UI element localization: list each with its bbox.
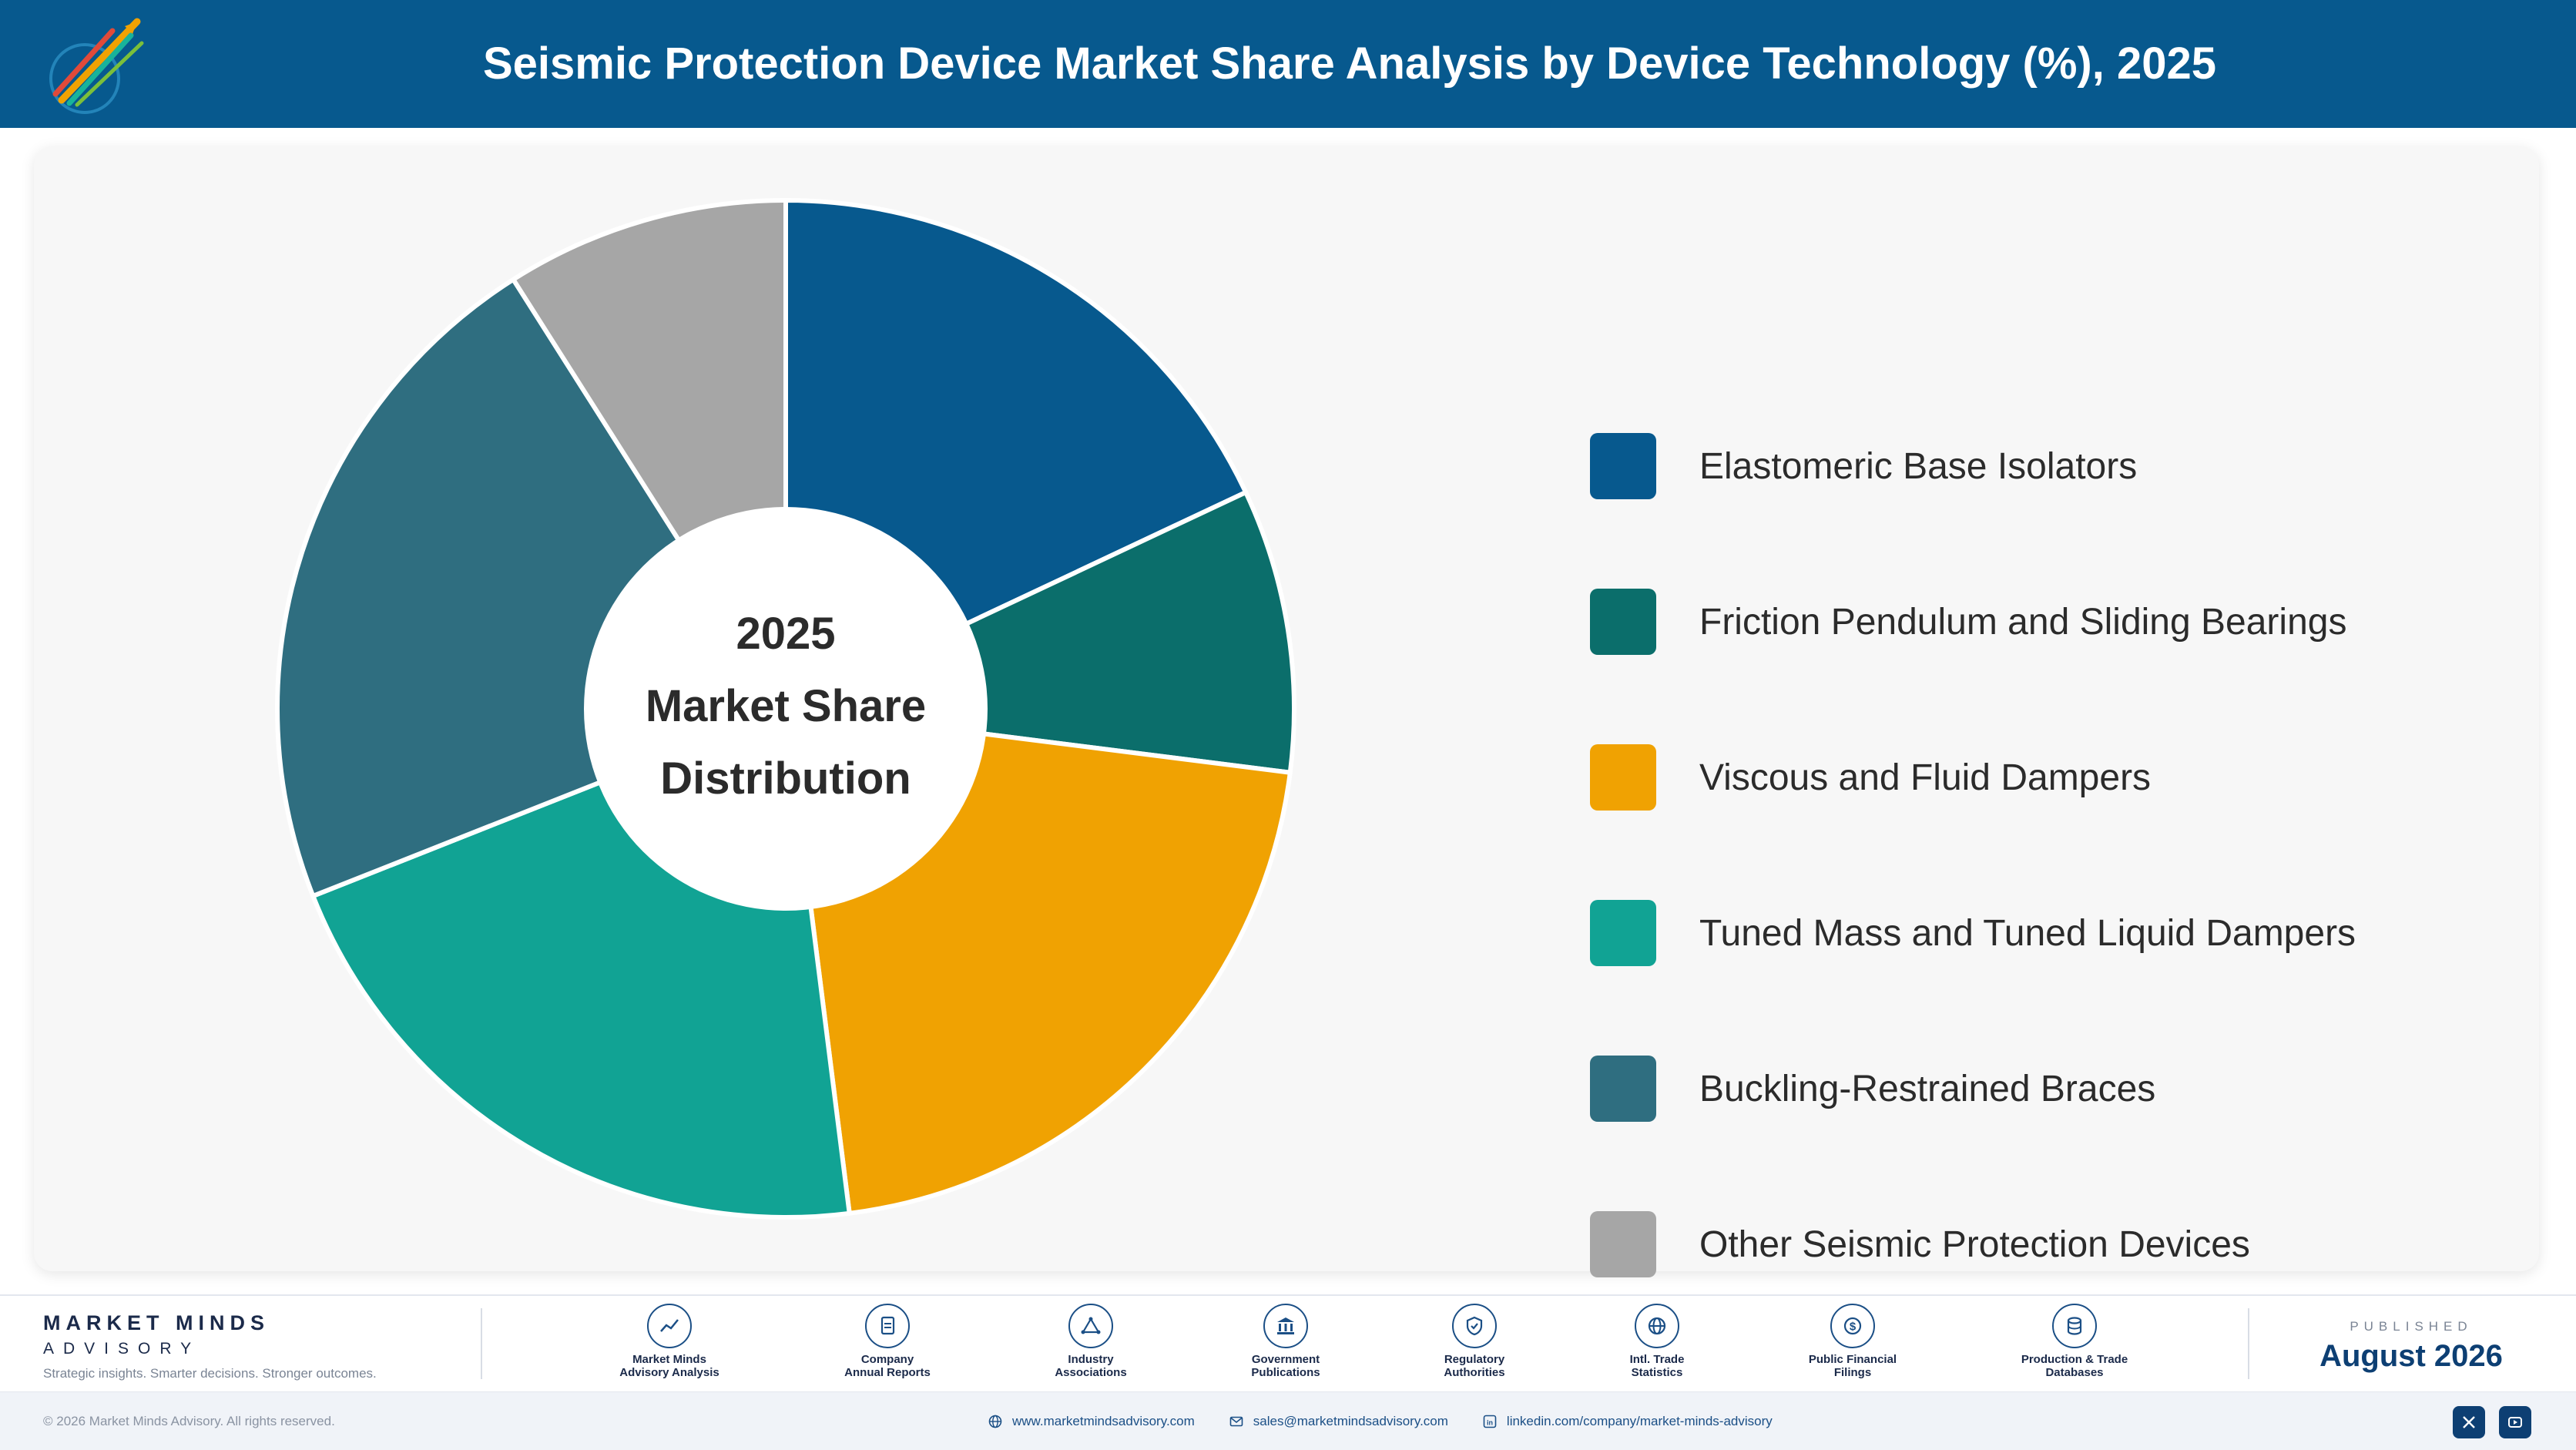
network-icon <box>1068 1304 1113 1348</box>
legend-label: Friction Pendulum and Sliding Bearings <box>1699 601 2347 643</box>
pie-chart: 2025 Market Share Distribution <box>275 198 1297 1220</box>
legend-label: Tuned Mass and Tuned Liquid Dampers <box>1699 912 2356 954</box>
source-label: Government Publications <box>1251 1353 1320 1379</box>
shield-check-icon <box>1452 1304 1497 1348</box>
source-item: $ Public Financial Filings <box>1768 1304 1937 1379</box>
legend-item: Buckling-Restrained Braces <box>1590 1056 2155 1122</box>
chart-title: Seismic Protection Device Market Share A… <box>482 39 2217 89</box>
svg-text:$: $ <box>1850 1321 1857 1334</box>
source-item: Industry Associations <box>1006 1304 1176 1379</box>
legend-item: Elastomeric Base Isolators <box>1590 433 2137 499</box>
source-label: Market Minds Advisory Analysis <box>619 1353 719 1379</box>
dollar-icon: $ <box>1830 1304 1875 1348</box>
center-text-line-1: 2025 <box>736 609 835 659</box>
legend-item: Friction Pendulum and Sliding Bearings <box>1590 589 2346 655</box>
chart-card: 2025 Market Share Distribution Elastomer… <box>34 146 2539 1277</box>
legend-swatch <box>1590 1211 1656 1277</box>
mail-icon <box>1229 1416 1243 1427</box>
globe-icon <box>1635 1304 1679 1348</box>
youtube-icon <box>2508 1417 2522 1428</box>
header-bar: Seismic Protection Device Market Share A… <box>0 0 2576 128</box>
copyright-text: © 2026 Market Minds Advisory. All rights… <box>43 1414 335 1428</box>
legend-swatch <box>1590 433 1656 499</box>
center-text-line-2: Market Share <box>646 681 926 731</box>
brand-tagline: Strategic insights. Smarter decisions. S… <box>43 1366 377 1381</box>
source-item: Market Minds Advisory Analysis <box>585 1304 754 1379</box>
published-date: August 2026 <box>2319 1339 2503 1373</box>
source-label: Company Annual Reports <box>844 1353 931 1379</box>
published-block: PUBLISHED August 2026 <box>2280 1319 2542 1374</box>
legend-label: Other Seismic Protection Devices <box>1699 1223 2250 1265</box>
source-item: Company Annual Reports <box>803 1304 972 1379</box>
legend-label: Viscous and Fluid Dampers <box>1699 757 2152 798</box>
svg-text:in: in <box>1487 1419 1493 1427</box>
source-label: Public Financial Filings <box>1808 1353 1897 1379</box>
legend-item: Other Seismic Protection Devices <box>1590 1211 2250 1277</box>
source-item: Intl. Trade Statistics <box>1572 1304 1742 1379</box>
source-item: Government Publications <box>1201 1304 1370 1379</box>
published-label: PUBLISHED <box>2350 1319 2473 1334</box>
legend-item: Tuned Mass and Tuned Liquid Dampers <box>1590 900 2356 966</box>
legend-swatch <box>1590 589 1656 655</box>
legend-label: Elastomeric Base Isolators <box>1699 445 2138 487</box>
footer-divider <box>481 1308 482 1379</box>
center-text-line-3: Distribution <box>660 754 911 804</box>
brand-subtitle: ADVISORY <box>43 1340 201 1358</box>
email-link[interactable]: sales@marketmindsadvisory.com <box>1229 1414 1448 1429</box>
linkedin-icon: in <box>1483 1415 1497 1428</box>
legend-swatch <box>1590 1056 1656 1122</box>
chart-line-icon <box>647 1304 692 1348</box>
x-logo-icon <box>2463 1416 2475 1428</box>
donut-center <box>584 507 988 911</box>
linkedin-link[interactable]: in linkedin.com/company/market-minds-adv… <box>1482 1414 1773 1429</box>
bottom-bar: © 2026 Market Minds Advisory. All rights… <box>0 1391 2576 1450</box>
document-icon <box>865 1304 910 1348</box>
legend-swatch <box>1590 744 1656 811</box>
legend-swatch <box>1590 900 1656 966</box>
website-text: www.marketmindsadvisory.com <box>1012 1414 1195 1428</box>
source-item: Production & Trade Databases <box>1990 1304 2159 1379</box>
source-item: Regulatory Authorities <box>1390 1304 1559 1379</box>
email-text: sales@marketmindsadvisory.com <box>1253 1414 1448 1428</box>
source-label: Production & Trade Databases <box>2021 1353 2128 1379</box>
database-icon <box>2052 1304 2097 1348</box>
website-link[interactable]: www.marketmindsadvisory.com <box>988 1414 1195 1429</box>
bank-icon <box>1263 1304 1308 1348</box>
company-logo-icon <box>49 18 144 114</box>
brand-block: MARKET MINDS ADVISORY Strategic insights… <box>43 1311 377 1381</box>
contact-links: www.marketmindsadvisory.com sales@market… <box>988 1392 1806 1450</box>
source-list: Market Minds Advisory Analysis Company A… <box>0 1304 2576 1396</box>
footer-divider <box>2248 1308 2249 1379</box>
source-label: Regulatory Authorities <box>1444 1353 1505 1379</box>
youtube-social-button[interactable] <box>2499 1406 2531 1438</box>
brand-name: MARKET MINDS <box>43 1311 270 1334</box>
source-label: Industry Associations <box>1055 1353 1127 1379</box>
linkedin-text: linkedin.com/company/market-minds-adviso… <box>1506 1414 1773 1428</box>
source-label: Intl. Trade Statistics <box>1629 1353 1685 1379</box>
legend-label: Buckling-Restrained Braces <box>1699 1068 2156 1109</box>
x-social-button[interactable] <box>2453 1406 2485 1438</box>
legend-item: Viscous and Fluid Dampers <box>1590 744 2151 811</box>
globe-icon <box>988 1415 1002 1428</box>
